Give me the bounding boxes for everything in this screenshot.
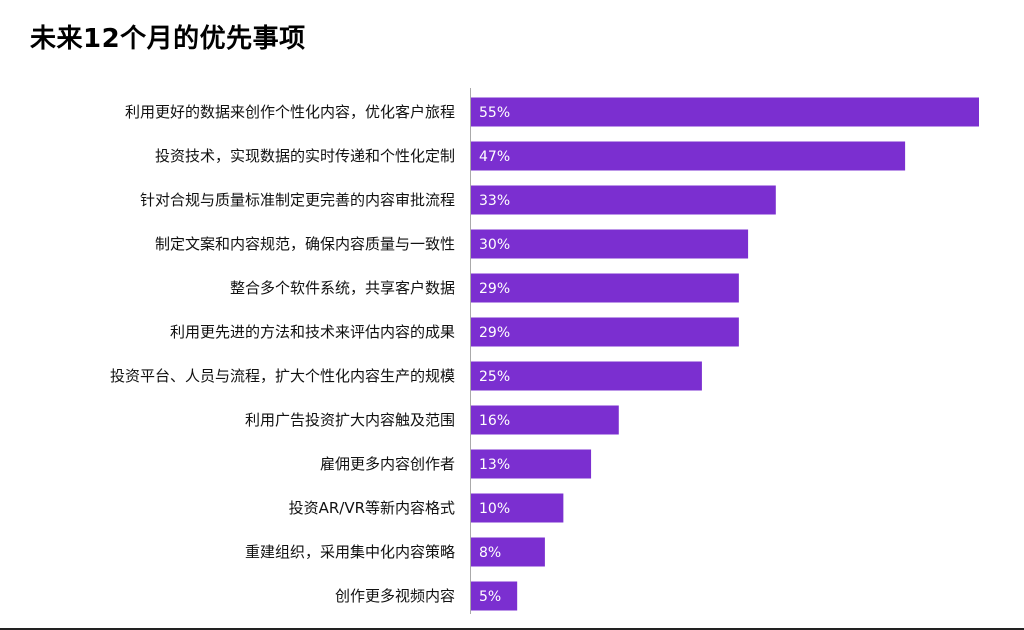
category-label-4: 制定文案和内容规范，确保内容质量与一致性: [155, 235, 455, 253]
value-label-1: 55%: [479, 105, 510, 121]
category-label-2: 投资技术，实现数据的实时传递和个性化定制: [155, 147, 455, 165]
category-label-3: 针对合规与质量标准制定更完善的内容审批流程: [140, 191, 455, 209]
value-label-7: 25%: [479, 369, 510, 385]
bar-5: [471, 273, 739, 303]
category-label-7: 投资平台、人员与流程，扩大个性化内容生产的规模: [110, 367, 455, 385]
value-label-3: 33%: [479, 193, 510, 209]
category-label-6: 利用更先进的方法和技术来评估内容的成果: [170, 323, 455, 341]
bar-12: [471, 581, 518, 611]
value-label-11: 8%: [479, 545, 501, 561]
value-label-5: 29%: [479, 281, 510, 297]
value-label-6: 29%: [479, 325, 510, 341]
category-label-12: 创作更多视频内容: [335, 587, 455, 605]
bar-1: [471, 97, 979, 127]
bars-group: 利用更好的数据来创作个性化内容，优化客户旅程 55% 投资技术，实现数据的实时传递和…: [110, 97, 979, 611]
chart-title: 未来12个月的优先事项: [30, 24, 306, 54]
bar-2: [471, 141, 906, 171]
bar-7: [471, 361, 702, 391]
value-label-2: 47%: [479, 149, 510, 165]
bar-11: [471, 537, 545, 567]
category-label-11: 重建组织，采用集中化内容策略: [245, 543, 455, 561]
bottom-divider: [0, 628, 1024, 630]
category-label-10: 投资AR/VR等新内容格式: [289, 499, 455, 517]
value-label-10: 10%: [479, 501, 510, 517]
bar-6: [471, 317, 739, 347]
value-label-8: 16%: [479, 413, 510, 429]
bar-10: [471, 493, 564, 523]
bar-4: [471, 229, 749, 259]
value-label-12: 5%: [479, 589, 501, 605]
value-label-4: 30%: [479, 237, 510, 253]
bar-3: [471, 185, 776, 215]
bar-8: [471, 405, 619, 435]
category-label-8: 利用广告投资扩大内容触及范围: [245, 411, 455, 429]
category-label-9: 雇佣更多内容创作者: [320, 455, 455, 473]
value-label-9: 13%: [479, 457, 510, 473]
category-label-5: 整合多个软件系统，共享客户数据: [230, 279, 455, 297]
category-label-1: 利用更好的数据来创作个性化内容，优化客户旅程: [125, 103, 455, 121]
bar-9: [471, 449, 592, 479]
